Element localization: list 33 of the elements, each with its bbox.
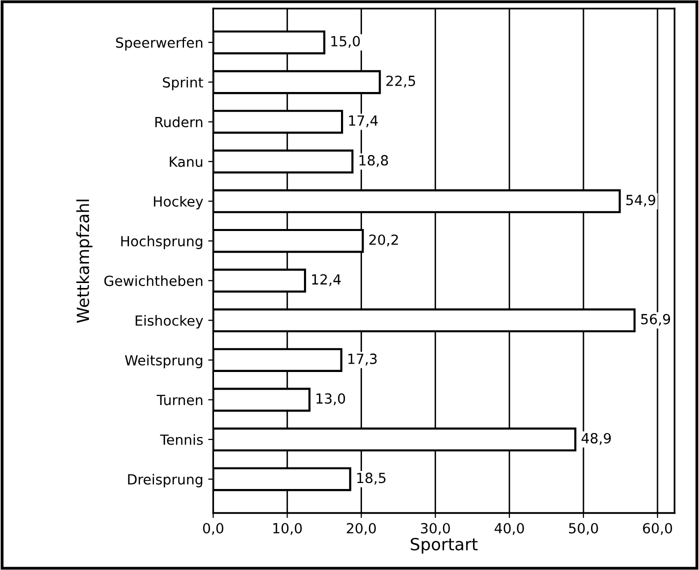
y-tick-label: Rudern bbox=[155, 116, 202, 128]
y-tick-label: Sprint bbox=[162, 76, 204, 90]
y-axis-title: Wettkampfzahl bbox=[76, 200, 92, 323]
x-tick-label: 60,0 bbox=[643, 522, 672, 535]
data-label: 18,5 bbox=[357, 472, 386, 485]
y-tick-label: Dreisprung bbox=[128, 474, 202, 488]
x-axis-title: Sportart bbox=[410, 538, 478, 554]
y-tick-label: Hochsprung bbox=[121, 236, 202, 250]
data-label: 12,4 bbox=[312, 274, 341, 286]
y-tick-label: Gewichtheben bbox=[104, 275, 202, 286]
data-label: 54,9 bbox=[626, 194, 656, 207]
data-label: 15,0 bbox=[331, 36, 360, 48]
x-tick-label: 10,0 bbox=[273, 522, 302, 535]
data-label: 17,3 bbox=[348, 354, 377, 366]
y-tick-label: Speerwerfen bbox=[116, 37, 202, 51]
data-label: 13,0 bbox=[316, 393, 346, 406]
y-tick-label: Turnen bbox=[156, 394, 202, 406]
x-tick-label: 30,0 bbox=[420, 522, 450, 535]
data-label: 17,4 bbox=[349, 116, 378, 128]
data-label: 18,8 bbox=[359, 155, 388, 167]
x-tick-label: 50,0 bbox=[569, 522, 598, 535]
y-tick-label: Tennis bbox=[160, 434, 203, 445]
x-tick-label: 40,0 bbox=[494, 522, 524, 535]
data-label: 56,9 bbox=[641, 314, 670, 326]
data-label: 48,9 bbox=[582, 432, 611, 445]
x-tick-label: 0,0 bbox=[203, 522, 224, 535]
data-label: 20,2 bbox=[369, 234, 398, 246]
y-tick-label: Eishockey bbox=[136, 315, 204, 328]
data-label: 22,5 bbox=[386, 76, 416, 88]
y-tick-label: Kanu bbox=[170, 156, 202, 167]
y-tick-label: Hockey bbox=[154, 196, 204, 210]
x-tick-label: 20,0 bbox=[346, 522, 376, 535]
y-tick-label: Weitsprung bbox=[124, 354, 202, 368]
